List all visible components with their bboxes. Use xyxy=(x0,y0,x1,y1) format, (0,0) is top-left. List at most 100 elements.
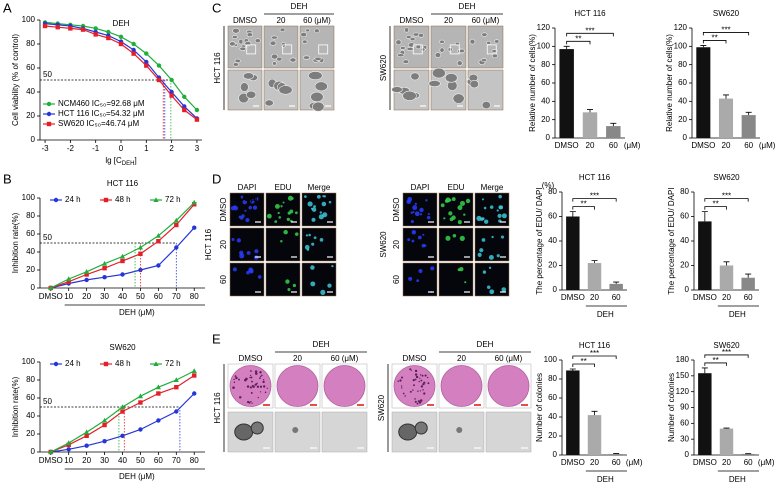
colony xyxy=(254,370,258,373)
colony xyxy=(413,384,415,387)
cell xyxy=(264,99,274,107)
nucleus xyxy=(464,281,467,284)
fluorescence-image xyxy=(265,192,301,227)
point xyxy=(102,275,107,280)
nucleus xyxy=(246,270,250,275)
bar xyxy=(587,415,602,455)
y-tick-label: 0 xyxy=(546,133,551,142)
error-bar xyxy=(610,122,617,127)
point xyxy=(182,104,187,109)
significance-bracket xyxy=(704,206,727,210)
y-tick-label: 80 xyxy=(548,374,557,383)
colony xyxy=(419,399,423,402)
colony xyxy=(255,372,258,375)
legend-marker xyxy=(103,361,109,367)
y-tick-label: 80 xyxy=(26,39,35,48)
y-axis-label: The percentage of EDU/ DAPI xyxy=(667,187,676,294)
point xyxy=(84,277,89,283)
x-axis-label-part: lg [C xyxy=(105,156,122,165)
legend-label: 24 h xyxy=(65,195,81,204)
colony xyxy=(424,374,427,377)
legend-marker xyxy=(103,197,109,203)
significance-label: *** xyxy=(590,349,599,358)
nucleus xyxy=(452,234,457,238)
nucleus xyxy=(285,279,290,284)
point xyxy=(173,377,179,382)
plate xyxy=(323,365,366,407)
point xyxy=(144,59,149,65)
y-tick-label: 20 xyxy=(548,261,557,270)
point xyxy=(84,433,89,438)
row-label: 60 xyxy=(392,275,401,284)
cell-line-label: SW620 xyxy=(379,231,388,258)
nucleus xyxy=(311,207,317,212)
y-tick-label: 0 xyxy=(31,447,36,456)
nucleus xyxy=(451,197,456,202)
nucleus xyxy=(313,205,316,208)
colony xyxy=(409,368,412,371)
row-label: DMSO xyxy=(219,198,228,222)
group-label: DEH xyxy=(729,310,746,319)
bar xyxy=(609,283,623,290)
colony xyxy=(423,392,426,395)
nucleus xyxy=(481,198,485,201)
legend-marker xyxy=(53,361,59,367)
nucleus xyxy=(449,217,454,222)
y-tick-label: 40 xyxy=(680,236,689,245)
colony xyxy=(238,378,240,381)
colony xyxy=(247,400,250,404)
point xyxy=(66,447,71,452)
point xyxy=(169,89,174,95)
error-bar xyxy=(591,410,598,416)
fluorescence-image xyxy=(265,262,301,297)
y-axis-label: Inhibition rate(%) xyxy=(11,212,20,273)
zoom-box xyxy=(486,44,497,55)
fluorescence-image xyxy=(438,227,474,262)
cell xyxy=(242,72,254,80)
bar xyxy=(719,428,734,455)
column-label: 60 (μM) xyxy=(303,16,331,25)
x-tick-label: 20 xyxy=(590,458,599,467)
colony xyxy=(420,379,423,382)
cell xyxy=(272,61,277,66)
chart-title: HCT 116 xyxy=(579,341,611,350)
nucleus xyxy=(274,203,280,209)
y-tick-label: 20 xyxy=(26,265,35,274)
nucleus xyxy=(240,194,244,199)
y-tick-label: 0 xyxy=(683,133,688,142)
y-tick-label: 40 xyxy=(26,87,35,96)
colony xyxy=(399,379,402,382)
bar xyxy=(559,49,574,139)
colony xyxy=(404,395,406,397)
colony xyxy=(251,380,253,383)
column-label: 60 (μM) xyxy=(331,354,359,363)
significance-label: *** xyxy=(590,192,599,201)
y-tick-label: 40 xyxy=(26,411,35,420)
y-tick-label: 60 xyxy=(541,78,550,87)
nucleus xyxy=(310,265,315,270)
cell xyxy=(245,90,257,99)
y-tick-label: 20 xyxy=(678,115,687,124)
colony xyxy=(456,427,463,433)
legend-marker xyxy=(46,121,52,127)
significance-bracket xyxy=(572,206,595,210)
nucleus xyxy=(410,219,414,224)
colony-image xyxy=(274,411,321,453)
legend-label: SW620 IC₅₀=46.74 μM xyxy=(58,119,140,128)
cell xyxy=(308,71,323,80)
column-label: 60 (μM) xyxy=(472,16,500,25)
panel-label: E xyxy=(212,331,221,346)
cell xyxy=(469,38,476,45)
colony xyxy=(421,374,424,377)
colony xyxy=(266,387,268,389)
colony xyxy=(400,376,404,379)
colony xyxy=(251,402,253,404)
y-tick-label: 0 xyxy=(685,450,690,459)
significance-bracket xyxy=(702,32,750,36)
y-tick-label: 60 xyxy=(680,418,689,427)
zoom-box xyxy=(282,44,293,55)
cell xyxy=(278,85,293,95)
y-axis-label: Cell viability (% of control) xyxy=(11,34,20,126)
colony xyxy=(261,374,263,377)
y-tick-label: 100 xyxy=(22,357,36,366)
